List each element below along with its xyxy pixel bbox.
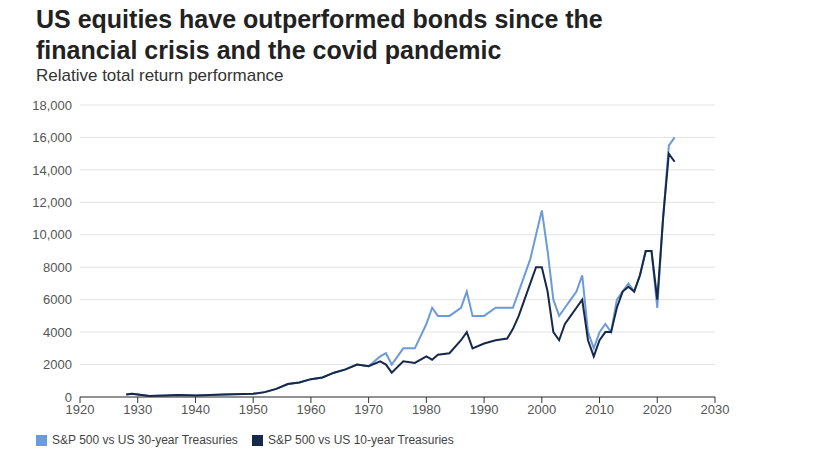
svg-text:1930: 1930 [123, 402, 152, 417]
svg-text:0: 0 [65, 390, 72, 405]
svg-text:10,000: 10,000 [32, 227, 72, 242]
html-text:S&P 500 vs US 10-year Treasuri: S&P 500 vs US 10-year Treasuries [267, 433, 454, 447]
svg-text:1970: 1970 [354, 402, 383, 417]
svg-text:2020: 2020 [643, 402, 672, 417]
svg-text:14,000: 14,000 [32, 163, 72, 178]
svg-text:4000: 4000 [43, 325, 72, 340]
svg-text:6000: 6000 [43, 292, 72, 307]
svg-text:18,000: 18,000 [32, 98, 72, 113]
svg-text:8000: 8000 [43, 260, 72, 275]
svg-text:1940: 1940 [181, 402, 210, 417]
html-text:US equities have outperformed: US equities have outperformed bonds sinc… [36, 5, 603, 64]
svg-text:1960: 1960 [296, 402, 325, 417]
svg-text:1990: 1990 [470, 402, 499, 417]
svg-text:1950: 1950 [239, 402, 268, 417]
svg-text:2000: 2000 [43, 357, 72, 372]
svg-text:1920: 1920 [65, 402, 95, 418]
html-text:Relative total return performa: Relative total return performance [36, 66, 284, 85]
svg-text:1980: 1980 [412, 402, 441, 417]
svg-text:2010: 2010 [585, 402, 614, 417]
svg-text:16,000: 16,000 [32, 130, 72, 145]
html-text:S&P 500 vs US 30-year Treasuri: S&P 500 vs US 30-year Treasuries [52, 433, 238, 447]
svg-text:2030: 2030 [701, 402, 730, 417]
svg-text:12,000: 12,000 [32, 195, 72, 210]
svg-text:2000: 2000 [527, 402, 556, 417]
